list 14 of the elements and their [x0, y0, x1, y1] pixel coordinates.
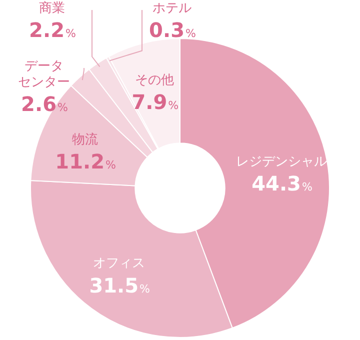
data-label: 11.2%: [55, 150, 116, 174]
data-label: 0.3%: [149, 18, 196, 42]
data-label: 31.5%: [89, 273, 150, 298]
slice-label: ホテル: [152, 0, 192, 16]
slice-label: その他: [135, 72, 174, 88]
data-label: 7.9%: [132, 90, 179, 114]
data-label: 2.6%: [21, 92, 68, 116]
slice-label: レジデンシャル: [236, 154, 328, 170]
data-label: 44.3%: [252, 172, 312, 196]
slice-label: 物流: [72, 131, 98, 148]
data-label: 2.2%: [29, 18, 76, 42]
slice-label: データセンター: [18, 58, 70, 90]
slice-label: 商業: [39, 0, 65, 16]
slice-label: オフィス: [93, 256, 146, 272]
